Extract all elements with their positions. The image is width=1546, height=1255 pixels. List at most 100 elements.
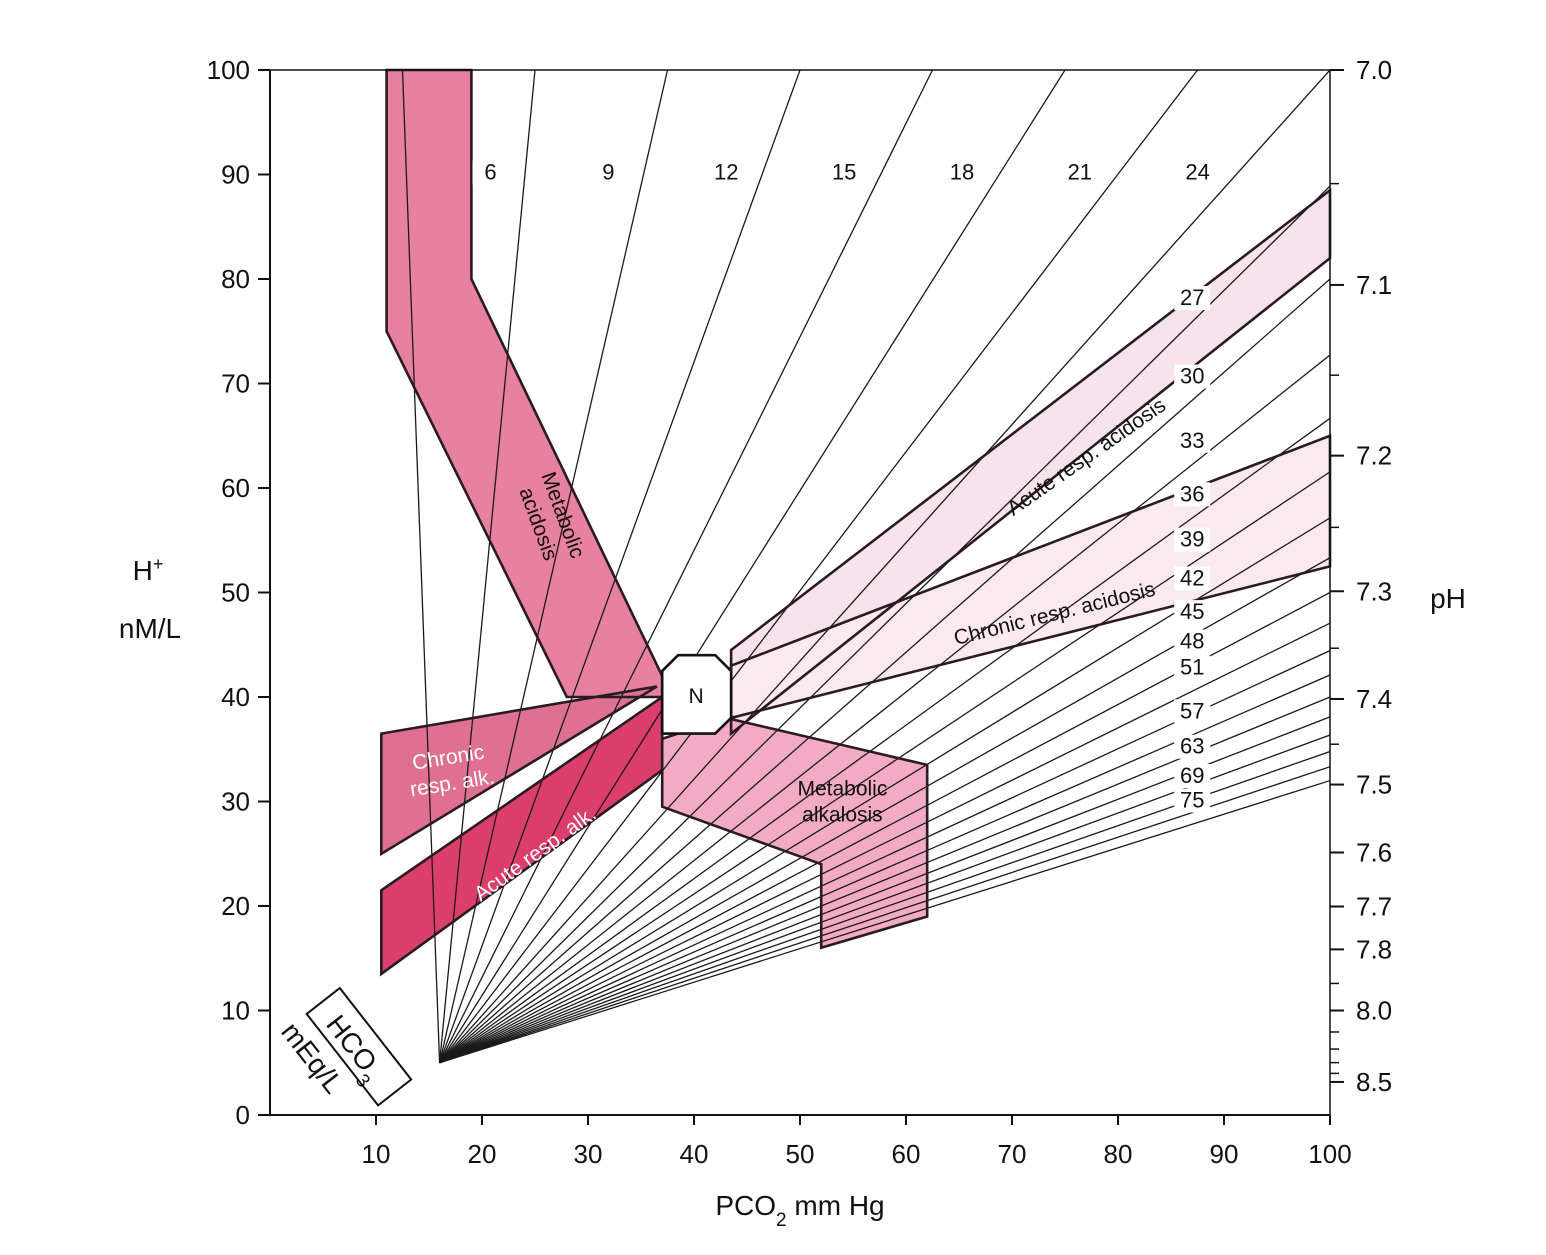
x-tick-label-40: 40: [680, 1139, 709, 1169]
region-metabolic-acidosis: [386, 70, 663, 697]
x-tick-label-90: 90: [1210, 1139, 1239, 1169]
iso-line-12: [438, 70, 801, 1064]
ph-tick-label-8.0: 8.0: [1356, 996, 1392, 1026]
iso-label-21: 21: [1061, 160, 1098, 185]
region-acute-resp-acidosis: [731, 190, 1330, 734]
iso-label-48: 48: [1174, 629, 1211, 654]
ph-tick-label-7.3: 7.3: [1356, 576, 1392, 606]
iso-line-51: [439, 622, 1330, 1064]
iso-label-text-15: 15: [832, 160, 856, 185]
iso-line-27: [439, 185, 1330, 1064]
y-axis-unit: nM/L: [119, 613, 181, 644]
x-tick-label-10: 10: [362, 1139, 391, 1169]
iso-line-75: [439, 779, 1330, 1064]
iso-label-text-21: 21: [1068, 160, 1092, 185]
region-outline-chronic-resp-alk: [379, 685, 658, 857]
iso-label-text-57: 57: [1180, 698, 1204, 723]
x-axis-title: PCO2 mm Hg: [715, 1190, 884, 1231]
iso-label-bg-48: [1174, 629, 1211, 654]
iso-label-bg-39: [1174, 527, 1211, 552]
ph-axis-title: pH: [1430, 583, 1466, 614]
ph-tick-label-7.5: 7.5: [1356, 770, 1392, 800]
iso-line-6: [438, 70, 536, 1063]
iso-line-33: [439, 354, 1330, 1064]
normal-zone-outline: [660, 653, 733, 735]
iso-label-30: 30: [1174, 364, 1211, 389]
ph-tick-label-8.5: 8.5: [1356, 1067, 1392, 1097]
iso-label-45: 45: [1174, 599, 1211, 625]
iso-label-text-9: 9: [602, 160, 614, 185]
y-tick-label-100: 100: [207, 55, 250, 85]
iso-label-bg-57: [1174, 699, 1211, 724]
iso-label-bg-21: [1061, 160, 1098, 185]
iso-label-42: 42: [1174, 565, 1211, 591]
ph-tick-label-7.1: 7.1: [1356, 270, 1392, 300]
y-tick-label-0: 0: [236, 1100, 250, 1130]
iso-label-bg-27: [1174, 286, 1211, 311]
iso-label-36: 36: [1174, 481, 1211, 507]
iso-label-text-12: 12: [714, 160, 738, 185]
y-tick-label-40: 40: [221, 682, 250, 712]
x-tick-label-20: 20: [468, 1139, 497, 1169]
iso-line-18: [439, 70, 1066, 1064]
iso-label-text-33: 33: [1180, 428, 1204, 453]
iso-label-bg-69: [1174, 763, 1211, 788]
iso-label-bg-42: [1174, 566, 1211, 591]
iso-label-12: 12: [708, 160, 745, 185]
iso-label-75: 75: [1174, 788, 1211, 813]
iso-line-72: [439, 766, 1330, 1064]
iso-label-bg-33: [1174, 428, 1211, 453]
iso-label-51: 51: [1174, 655, 1211, 680]
iso-line-36: [439, 417, 1330, 1064]
iso-label-24: 24: [1179, 160, 1216, 185]
normal-zone-label: N: [689, 685, 704, 708]
iso-label-63: 63: [1174, 734, 1211, 759]
iso-label-15: 15: [826, 160, 863, 185]
iso-label-bg-45: [1174, 600, 1211, 625]
iso-label-bg-12: [708, 160, 745, 185]
iso-label-33: 33: [1174, 428, 1211, 453]
y-tick-label-50: 50: [221, 578, 250, 608]
iso-label-text-6: 6: [484, 160, 496, 185]
iso-label-6: 6: [472, 160, 509, 185]
axes: 0 10 20 30 40 50 60 70 80 90 100 10 20 30 40 50 60 70 80 90…: [207, 55, 1393, 1169]
iso-label-text-48: 48: [1180, 629, 1204, 654]
iso-label-bg-63: [1174, 734, 1211, 759]
iso-label-57: 57: [1174, 698, 1211, 724]
iso-label-bg-15: [826, 160, 863, 185]
y-axis-title-base: H: [133, 555, 153, 586]
iso-label-text-75: 75: [1180, 788, 1204, 813]
iso-line-30: [439, 278, 1330, 1064]
ph-tick-label-7.0: 7.0: [1356, 55, 1392, 85]
iso-label-text-24: 24: [1185, 160, 1209, 185]
x-tick-label-30: 30: [574, 1139, 603, 1169]
iso-label-bg-24: [1179, 160, 1216, 185]
iso-label-text-30: 30: [1180, 364, 1204, 389]
y-tick-label-70: 70: [221, 369, 250, 399]
iso-label-69: 69: [1174, 763, 1211, 788]
x-tick-label-70: 70: [998, 1139, 1027, 1169]
iso-label-text-27: 27: [1180, 285, 1204, 310]
y-axis-title: H+: [133, 554, 164, 586]
iso-label-18: 18: [943, 160, 980, 185]
iso-label-bg-30: [1174, 364, 1211, 389]
iso-label-bg-75: [1174, 788, 1211, 813]
iso-line-9: [438, 70, 669, 1063]
iso-label-text-39: 39: [1180, 527, 1204, 552]
y-axis-title-sup: +: [153, 554, 164, 574]
iso-label-bg-9: [590, 160, 627, 185]
iso-label-text-36: 36: [1180, 481, 1204, 506]
iso-label-bg-18: [943, 160, 980, 185]
iso-label-bg-36: [1174, 482, 1211, 507]
y-tick-label-10: 10: [221, 996, 250, 1026]
iso-line-3: [401, 70, 441, 1063]
region-label-line-metabolic-alkalosis-0: Metabolic: [797, 778, 887, 801]
iso-label-bg-51: [1174, 655, 1211, 680]
x-tick-label-60: 60: [892, 1139, 921, 1169]
region-label-metabolic-alkalosis: Metabolic alkalosis: [797, 778, 887, 827]
iso-label-text-45: 45: [1180, 599, 1204, 624]
x-axis-title-prefix: PCO: [715, 1190, 776, 1221]
region-label-line-metabolic-alkalosis-1: alkalosis: [802, 804, 883, 827]
iso-label-text-63: 63: [1180, 734, 1204, 759]
